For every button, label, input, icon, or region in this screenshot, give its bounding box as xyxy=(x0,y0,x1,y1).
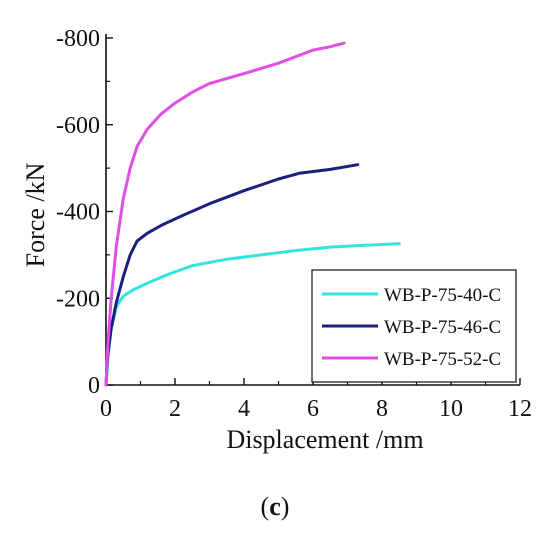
legend-label: WB-P-75-52-C xyxy=(384,349,501,370)
x-axis-title: Displacement /mm xyxy=(226,425,423,454)
legend: WB-P-75-40-C WB-P-75-46-C WB-P-75-52-C xyxy=(311,269,517,383)
x-tick-label: 2 xyxy=(169,396,181,422)
x-tick-label: 12 xyxy=(508,396,532,422)
y-axis-title: Force /kN xyxy=(21,162,50,267)
x-tick-label: 6 xyxy=(307,396,319,422)
x-tick-label: 10 xyxy=(439,396,463,422)
legend-label: WB-P-75-40-C xyxy=(384,285,501,306)
x-tick-label: 8 xyxy=(376,396,388,422)
series-layer xyxy=(104,41,401,387)
force-displacement-chart: 0 2 4 6 8 10 120-200-400-600-800 WB-P-75-40-CW… xyxy=(21,26,532,454)
series-line-2 xyxy=(104,163,360,387)
legend-label: WB-P-75-46-C xyxy=(384,317,501,338)
y-tick-label: -800 xyxy=(56,26,100,52)
caption-letter: c xyxy=(269,492,281,521)
caption-close: ) xyxy=(280,492,290,521)
y-tick-label: 0 xyxy=(88,373,100,399)
series-line-3 xyxy=(104,41,346,387)
figure-caption: (c) xyxy=(0,492,550,522)
y-tick-label: -400 xyxy=(56,200,100,226)
caption-open: ( xyxy=(260,492,270,521)
x-tick-label: 4 xyxy=(238,396,250,422)
x-tick-label: 0 xyxy=(100,396,112,422)
y-tick-label: -200 xyxy=(56,286,100,312)
axes: 0 2 4 6 8 10 12 0 -200 -400 -600 -800 xyxy=(56,26,532,422)
y-tick-label: -600 xyxy=(56,113,100,139)
